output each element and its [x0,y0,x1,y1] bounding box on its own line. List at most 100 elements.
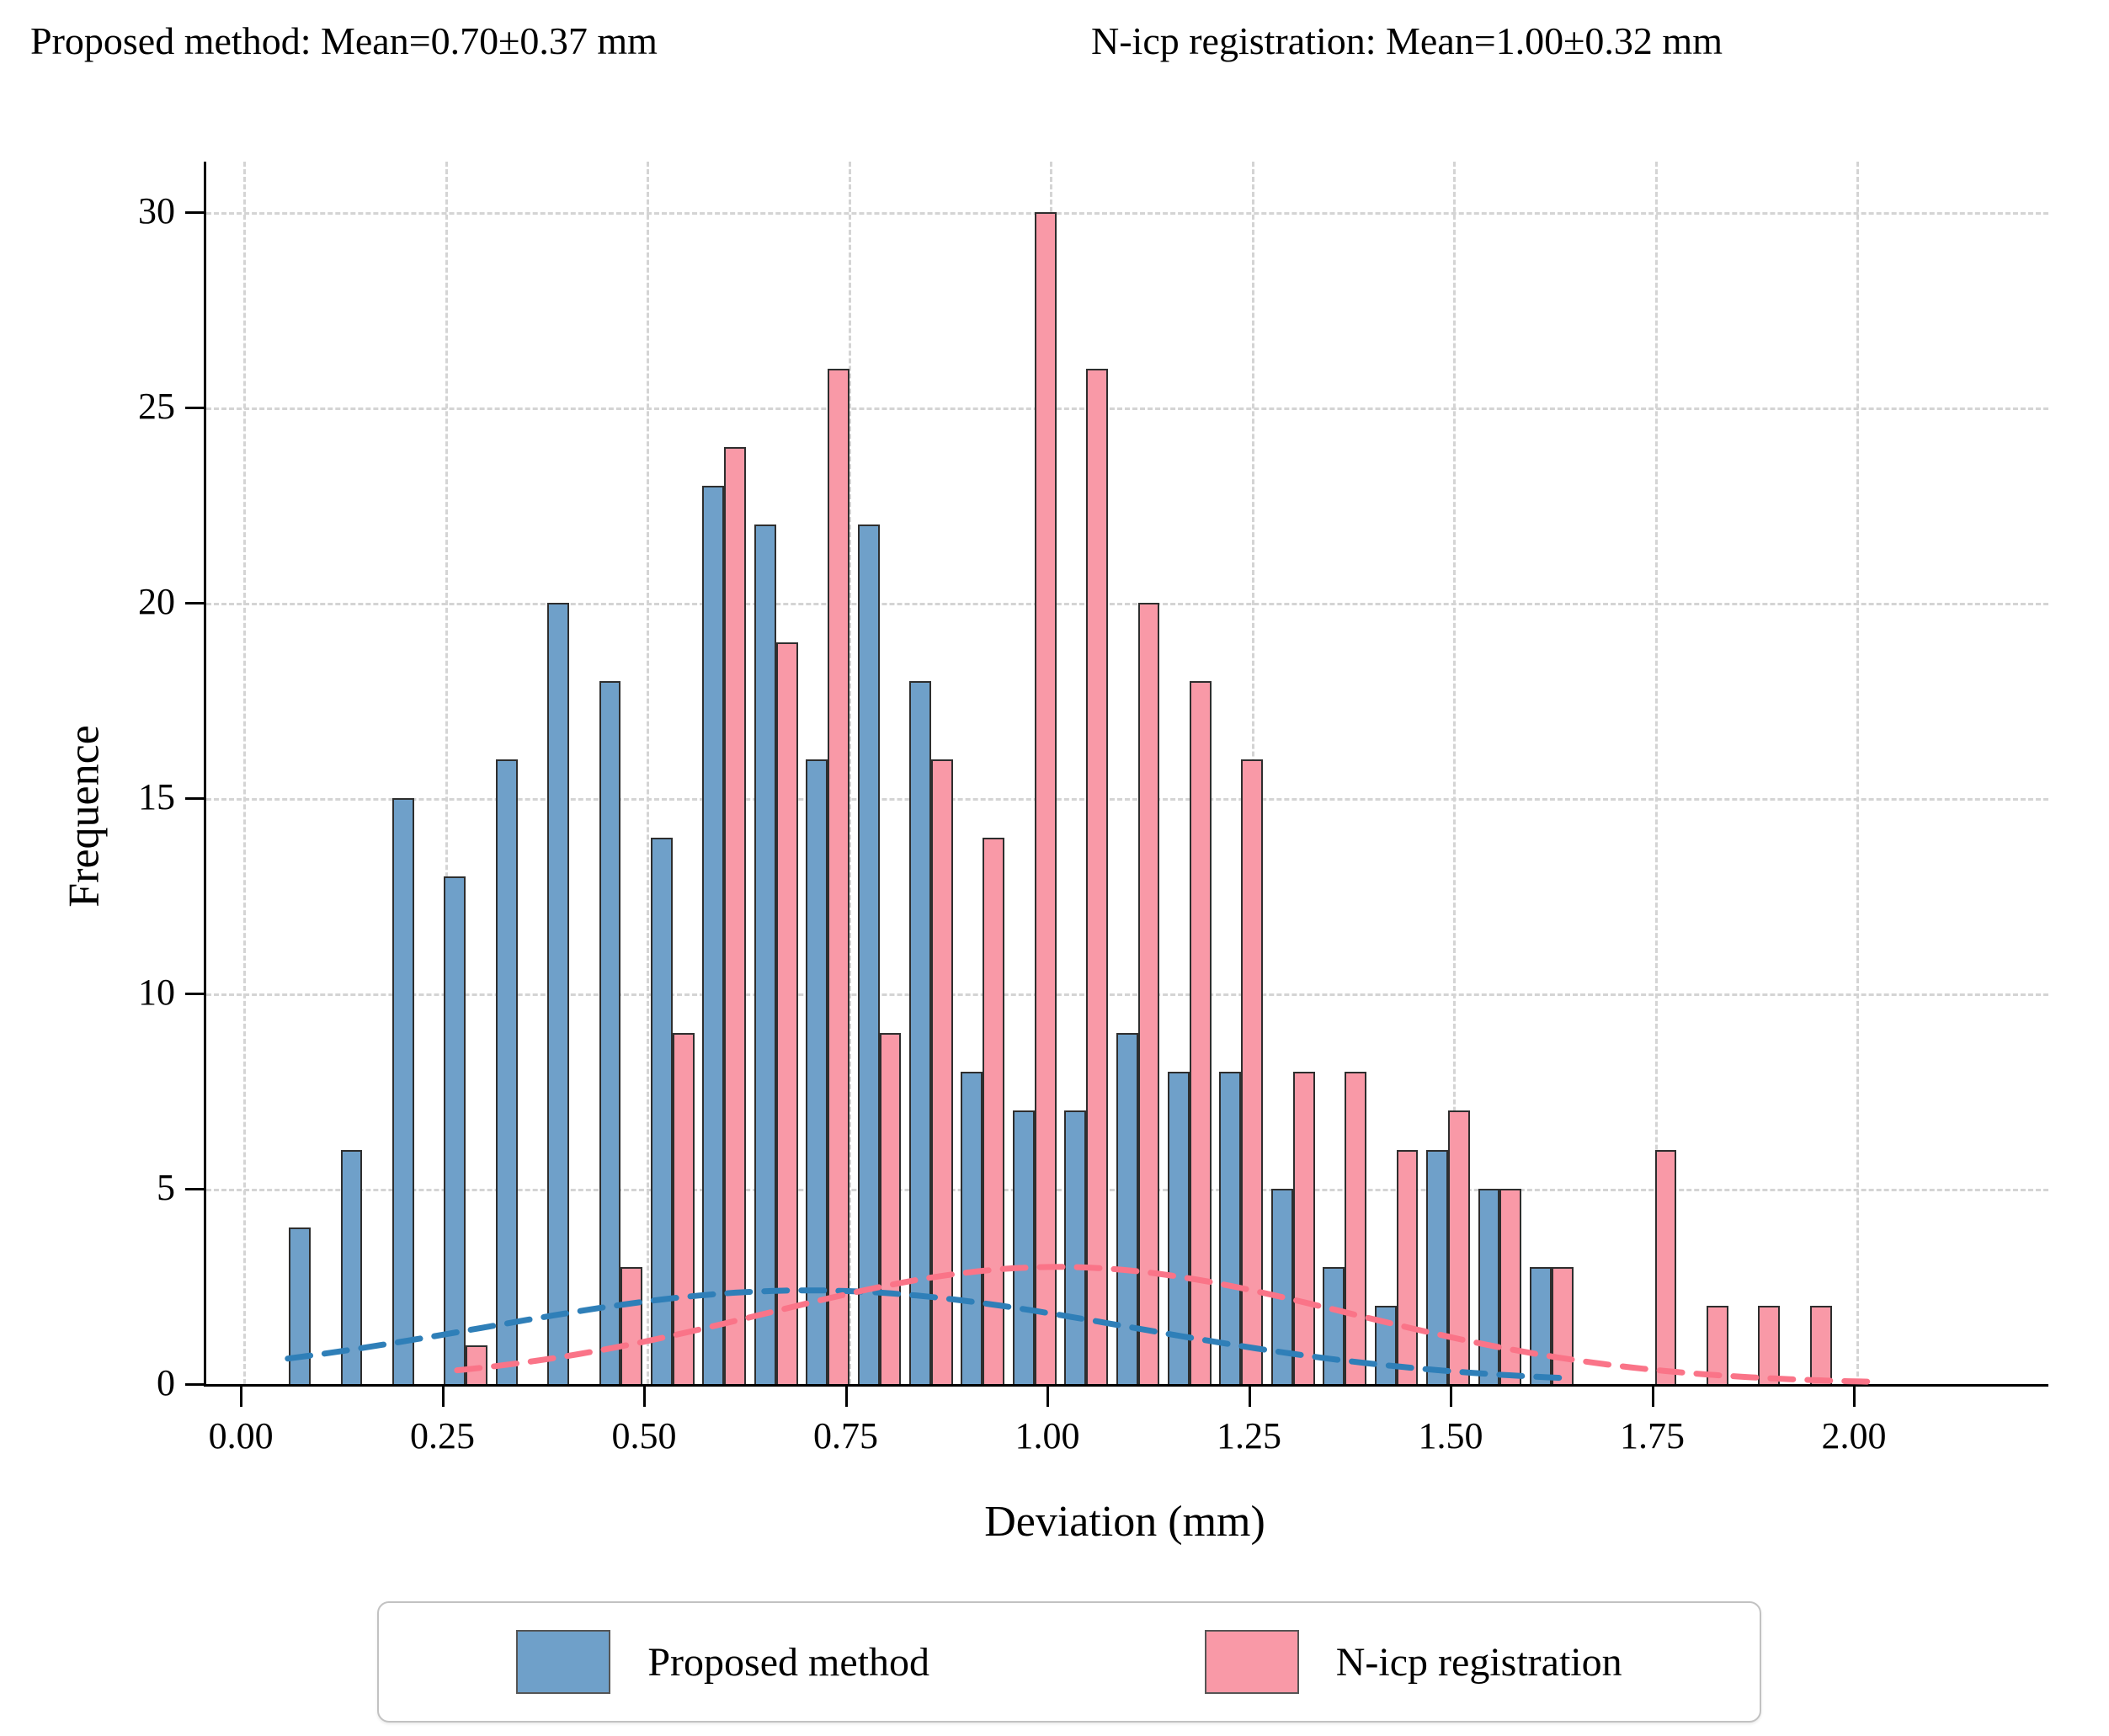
histogram-bar-nicp-26 [1654,1149,1677,1384]
histogram-bar-proposed-6 [599,680,621,1384]
x-tick-label-1.00: 1.00 [1015,1415,1080,1456]
histogram-bar-nicp-24 [1551,1266,1574,1384]
x-tick-label-0.25: 0.25 [410,1415,476,1456]
gridline-y-25 [206,407,2048,411]
x-tick-label-1.75: 1.75 [1620,1415,1685,1456]
x-tick-0.75 [844,1387,848,1407]
histogram-bar-nicp-16 [1137,603,1160,1384]
histogram-bar-nicp-6 [620,1266,643,1384]
title-left-text: Proposed method: Mean=0.70±0.37 mm [30,19,658,62]
histogram-bar-proposed-11 [857,525,880,1384]
gridline-x-0.50 [647,162,650,1384]
title-right-text: N-icp registration: Mean=1.00±0.32 mm [1091,19,1723,62]
x-tick-1.00 [1047,1387,1050,1407]
histogram-bar-nicp-14 [1034,212,1057,1384]
title-right: N-icp registration: Mean=1.00±0.32 mm [1091,19,1723,63]
gridline-y-10 [206,993,2048,997]
legend-swatch-proposed-method [516,1630,611,1694]
histogram-bar-nicp-10 [828,368,849,1384]
gridline-y-20 [206,603,2048,606]
histogram-bar-proposed-23 [1478,1189,1500,1384]
histogram-bar-proposed-4 [495,759,518,1384]
x-tick-label-0.50: 0.50 [611,1415,677,1456]
gridline-y-15 [206,798,2048,801]
x-tick-label-1.25: 1.25 [1217,1415,1282,1456]
legend: Proposed method N-icp registration [377,1601,1761,1723]
histogram-bar-nicp-15 [1086,368,1108,1384]
histogram-bar-nicp-17 [1189,680,1212,1384]
histogram-bar-nicp-20 [1345,1071,1367,1384]
gridline-x-0.75 [848,162,851,1384]
legend-label-proposed-method: Proposed method [647,1639,929,1685]
gridline-y-30 [206,212,2048,216]
histogram-bar-nicp-18 [1241,759,1264,1384]
title-left: Proposed method: Mean=0.70±0.37 mm [30,19,658,63]
x-tick-label-0.75: 0.75 [813,1415,879,1456]
histogram-bar-nicp-11 [879,1032,902,1384]
histogram-bar-proposed-2 [392,798,414,1384]
y-tick-5 [185,1188,204,1191]
histogram-bar-proposed-15 [1064,1110,1087,1384]
y-tick-label-20: 20 [138,581,175,623]
histogram-bar-proposed-3 [444,876,466,1384]
histogram-bar-nicp-29 [1809,1306,1832,1384]
y-tick-30 [185,211,204,215]
kde-layer [285,1264,1876,1385]
y-tick-15 [185,797,204,801]
histogram-bar-nicp-8 [724,446,747,1384]
histogram-bar-proposed-9 [754,525,776,1384]
histogram-bar-proposed-10 [806,759,828,1384]
x-tick-1.50 [1450,1387,1453,1407]
histogram-bar-nicp-3 [466,1345,488,1384]
legend-item-nicp-registration: N-icp registration [1204,1630,1622,1694]
gridline-x-0.25 [445,162,448,1384]
x-tick-1.75 [1651,1387,1654,1407]
y-tick-25 [185,407,204,410]
histogram-bar-nicp-13 [983,837,1005,1384]
y-tick-label-25: 25 [138,386,175,428]
histogram-bar-nicp-7 [672,1032,695,1384]
gridline-x-1.50 [1453,162,1457,1384]
y-tick-10 [185,993,204,996]
x-tick-0.00 [240,1387,243,1407]
kde-curve-nicp [454,1264,1876,1385]
x-tick-label-2.00: 2.00 [1821,1415,1887,1456]
histogram-bar-proposed-12 [909,680,931,1384]
histogram-bar-proposed-1 [340,1149,363,1384]
legend-item-proposed-method: Proposed method [516,1630,929,1694]
gridline-x-2.00 [1856,162,1859,1384]
histogram-bar-proposed-5 [547,603,570,1384]
histogram-bar-proposed-14 [1012,1110,1035,1384]
y-tick-label-0: 0 [157,1362,175,1403]
histogram-bar-nicp-21 [1396,1149,1419,1384]
kde-curve-proposed [285,1287,1574,1382]
y-axis-label: Frequence [60,725,109,908]
x-axis-label: Deviation (mm) [984,1498,1265,1546]
y-tick-label-5: 5 [157,1167,175,1209]
gridline-x-1.75 [1654,162,1658,1384]
plot-area [204,162,2048,1387]
histogram-bar-proposed-7 [651,837,673,1384]
histogram-bar-nicp-19 [1292,1071,1315,1384]
legend-label-nicp-registration: N-icp registration [1335,1639,1622,1685]
x-tick-0.25 [441,1387,445,1407]
histogram-bar-proposed-24 [1529,1266,1552,1384]
x-tick-1.25 [1248,1387,1251,1407]
histogram-bar-proposed-13 [961,1071,983,1384]
x-tick-2.00 [1853,1387,1856,1407]
histogram-bar-nicp-27 [1707,1306,1728,1384]
x-tick-label-1.50: 1.50 [1418,1415,1483,1456]
x-tick-0.50 [643,1387,647,1407]
x-tick-label-0.00: 0.00 [208,1415,274,1456]
y-tick-0 [185,1383,204,1386]
histogram-bar-proposed-20 [1323,1266,1345,1384]
histogram-bar-nicp-28 [1758,1306,1781,1384]
y-tick-20 [185,602,204,605]
histogram-bar-proposed-18 [1219,1071,1242,1384]
histogram-bar-nicp-9 [775,642,798,1384]
y-tick-label-30: 30 [138,190,175,232]
histogram-bar-proposed-8 [702,486,725,1384]
gridline-x-0.00 [243,162,247,1384]
legend-swatch-nicp-registration [1204,1630,1299,1694]
